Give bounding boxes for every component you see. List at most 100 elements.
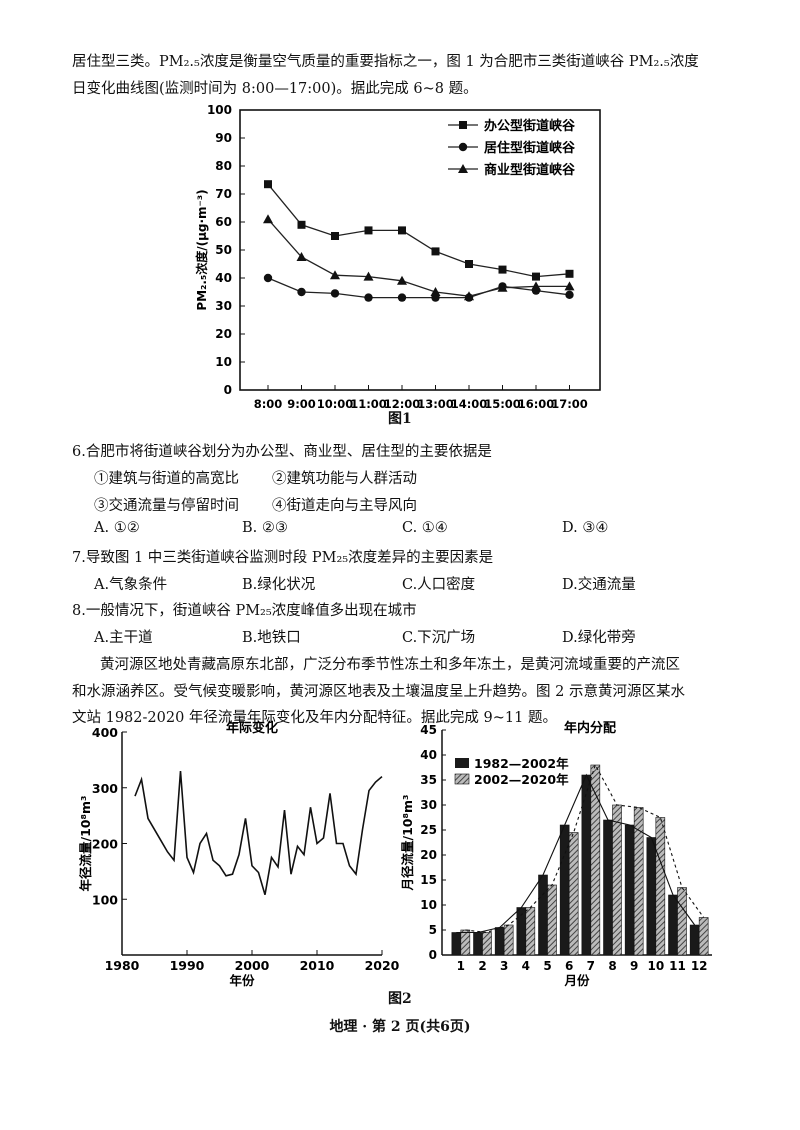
y-axis-label: 年径流量/10⁸m³ bbox=[78, 796, 93, 892]
x-tick-label: 13:00 bbox=[417, 397, 454, 411]
y-tick-label: 0 bbox=[429, 948, 437, 962]
question-6-option-c[interactable]: C. ①④ bbox=[402, 520, 448, 536]
data-point bbox=[458, 164, 468, 173]
question-8-option-c[interactable]: C.下沉广场 bbox=[402, 630, 476, 646]
legend-label: 办公型街道峡谷 bbox=[484, 118, 576, 134]
x-tick-label: 5 bbox=[543, 959, 551, 973]
bar-2002-2020 bbox=[525, 907, 536, 956]
data-point bbox=[464, 291, 474, 301]
question-6-option-a[interactable]: A. ①② bbox=[94, 520, 140, 536]
data-point bbox=[330, 270, 340, 280]
passage-2-line-3: 文站 1982-2020 年径流量年际变化及年内分配特征。据此完成 9~11 题… bbox=[72, 710, 557, 726]
bar-1982-2002 bbox=[624, 824, 635, 956]
intro-line-2: 日变化曲线图(监测时间为 8:00—17:00)。据此完成 6~8 题。 bbox=[72, 81, 478, 97]
legend-swatch-1982-2002 bbox=[455, 758, 469, 768]
x-tick-label: 16:00 bbox=[518, 397, 555, 411]
trend-line-1982-2002 bbox=[456, 773, 696, 934]
x-tick-label: 10 bbox=[647, 959, 664, 973]
figure-2-annual-chart: 年际变化 100 200 300 400 1980 1990 2000 2010 2020 年份 年径… bbox=[78, 720, 400, 988]
bar-1982-2002 bbox=[538, 874, 548, 956]
y-tick-label: 200 bbox=[92, 837, 118, 852]
question-7-option-b[interactable]: B.绿化状况 bbox=[242, 577, 316, 593]
x-tick-label: 11 bbox=[669, 959, 686, 973]
data-point bbox=[264, 180, 272, 189]
data-point bbox=[263, 214, 273, 224]
question-7-option-a[interactable]: A.气象条件 bbox=[94, 577, 168, 593]
y-tick-label: 10 bbox=[215, 355, 232, 369]
question-7-option-d[interactable]: D.交通流量 bbox=[562, 577, 636, 593]
data-point bbox=[458, 142, 468, 152]
x-tick-label: 2 bbox=[478, 959, 486, 973]
y-tick-label: 30 bbox=[420, 798, 437, 812]
question-6-option-b[interactable]: B. ②③ bbox=[242, 520, 288, 536]
data-point bbox=[297, 287, 306, 297]
bar-1982-2002 bbox=[559, 824, 570, 956]
y-tick-label: 20 bbox=[420, 848, 437, 862]
bar-1982-2002 bbox=[603, 819, 613, 956]
x-tick-label: 10:00 bbox=[317, 397, 354, 411]
bar-2002-2020 bbox=[460, 929, 471, 956]
bar-2002-2020 bbox=[698, 917, 709, 956]
x-tick-label: 2020 bbox=[365, 958, 400, 973]
legend-label: 居住型街道峡谷 bbox=[484, 140, 576, 156]
runoff-series-line bbox=[134, 770, 383, 896]
passage-2-line-1: 黄河源区地处青藏高原东北部，广泛分布季节性冻土和多年冻土，是黄河流域重要的产流区 bbox=[100, 657, 680, 673]
y-tick-label: 100 bbox=[92, 892, 118, 907]
bar-2002-2020 bbox=[547, 884, 557, 956]
y-tick-label: 5 bbox=[429, 923, 437, 937]
bar-2002-2020 bbox=[568, 832, 579, 956]
x-tick-label: 8 bbox=[608, 959, 616, 973]
question-8-stem: 8.一般情况下，街道峡谷 PM₂₅浓度峰值多出现在城市 bbox=[72, 603, 417, 619]
bar-2002-2020 bbox=[677, 887, 687, 956]
y-tick-label: 70 bbox=[215, 187, 232, 201]
data-point bbox=[564, 281, 575, 291]
bar-2002-2020 bbox=[633, 807, 644, 956]
x-tick-label: 2010 bbox=[300, 958, 335, 973]
x-tick-label: 1990 bbox=[170, 958, 205, 973]
question-8-option-d[interactable]: D.绿化带旁 bbox=[562, 630, 636, 646]
x-tick-label: 9 bbox=[630, 959, 638, 973]
x-tick-label: 15:00 bbox=[484, 397, 521, 411]
figure-1-plot: 0 10 20 30 40 50 60 70 80 90 100 8:00 9:00 10:0011:00… bbox=[194, 103, 601, 411]
series-line bbox=[267, 218, 570, 297]
x-tick-label: 12:00 bbox=[384, 397, 421, 411]
y-tick-label: 10 bbox=[420, 898, 437, 912]
page-footer: 地理 · 第 2 页(共6页) bbox=[329, 1019, 471, 1035]
question-6-statement-2: ②建筑功能与人群活动 bbox=[272, 471, 417, 487]
question-7-option-c[interactable]: C.人口密度 bbox=[402, 577, 476, 593]
y-tick-label: 15 bbox=[420, 873, 437, 887]
x-tick-label: 4 bbox=[522, 959, 530, 973]
data-point bbox=[565, 269, 574, 278]
data-point bbox=[397, 275, 407, 285]
question-8-option-b[interactable]: B.地铁口 bbox=[242, 630, 301, 646]
data-point bbox=[263, 273, 273, 283]
question-7-stem: 7.导致图 1 中三类街道峡谷监测时段 PM₂₅浓度差异的主要因素是 bbox=[72, 550, 494, 566]
legend-label-1982-2002: 1982—2002年 bbox=[474, 756, 569, 771]
x-tick-label: 17:00 bbox=[551, 397, 588, 411]
y-tick-label: 0 bbox=[224, 383, 232, 397]
data-point bbox=[531, 281, 541, 291]
x-tick-label: 2000 bbox=[235, 958, 270, 973]
data-point bbox=[331, 232, 339, 240]
data-point bbox=[431, 247, 440, 256]
question-6-option-d[interactable]: D. ③④ bbox=[562, 520, 609, 536]
chart-title: 年际变化 bbox=[226, 720, 278, 736]
bar-2002-2020 bbox=[655, 817, 666, 956]
data-point bbox=[297, 220, 306, 229]
data-point bbox=[364, 226, 373, 235]
x-tick-label: 8:00 bbox=[254, 397, 283, 411]
data-point bbox=[296, 252, 307, 261]
data-point bbox=[397, 293, 407, 302]
question-8-option-a[interactable]: A.主干道 bbox=[94, 630, 153, 646]
x-tick-label: 3 bbox=[500, 959, 508, 973]
data-point bbox=[532, 272, 540, 281]
y-tick-label: 300 bbox=[92, 781, 118, 796]
x-tick-label: 6 bbox=[565, 959, 573, 973]
y-tick-label: 45 bbox=[420, 723, 437, 737]
x-tick-label: 12 bbox=[691, 959, 708, 973]
y-tick-label: 400 bbox=[92, 725, 118, 740]
series-line bbox=[267, 183, 570, 278]
series-line bbox=[267, 277, 570, 299]
